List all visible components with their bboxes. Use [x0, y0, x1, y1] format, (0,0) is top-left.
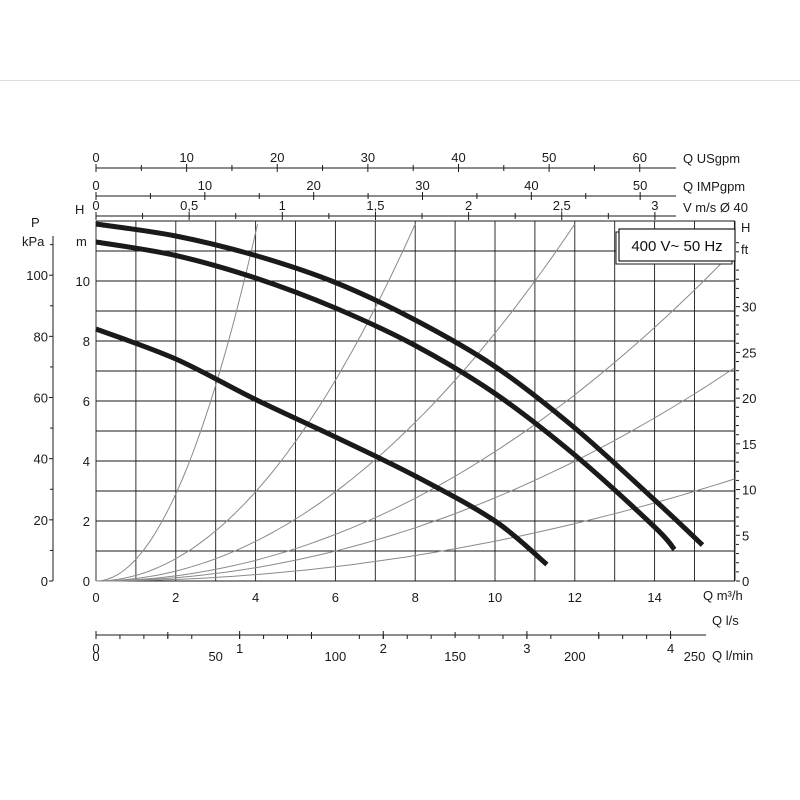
x-tick-label: 14: [647, 590, 661, 605]
ft-tick-label: 5: [742, 528, 749, 543]
kpa-tick-label: 80: [34, 329, 48, 344]
pump-curve: [95, 239, 677, 552]
ft-tick-label: 0: [742, 574, 749, 589]
velocity-tick-label: 3: [651, 198, 658, 213]
x-tick-label: 6: [332, 590, 339, 605]
x-tick-label: 12: [568, 590, 582, 605]
ft-tick-label: 30: [742, 300, 756, 315]
ls-tick-label: 3: [523, 641, 530, 656]
lmin-tick-label: 0: [92, 649, 99, 664]
kpa-tick-label: 20: [34, 513, 48, 528]
velocity-tick-label: 0,5: [180, 198, 198, 213]
ls-tick-label: 2: [380, 641, 387, 656]
lmin-tick-label: 150: [444, 649, 466, 664]
pump-curve: [95, 326, 549, 567]
velocity-tick-label: 2,5: [553, 198, 571, 213]
usgpm-tick-label: 0: [92, 150, 99, 165]
frequency-badge: 400 V~ 50 Hz: [615, 228, 736, 265]
y-tick-label: 10: [76, 274, 90, 289]
kpa-axis-label-top: P: [31, 215, 40, 230]
system-curve: [95, 367, 735, 582]
y-tick-label: 2: [83, 514, 90, 529]
velocity-axis-label: V m/s Ø 40: [683, 200, 748, 215]
lmin-tick-label: 50: [208, 649, 222, 664]
system-curve: [95, 223, 416, 582]
velocity-tick-label: 1: [279, 198, 286, 213]
velocity-tick-label: 2: [465, 198, 472, 213]
y-axis-unit: m: [76, 234, 87, 249]
kpa-tick-label: 60: [34, 391, 48, 406]
impgpm-tick-label: 50: [633, 178, 647, 193]
x-tick-label: 0: [92, 590, 99, 605]
velocity-tick-label: 1,5: [366, 198, 384, 213]
ft-tick-label: 10: [742, 483, 756, 498]
usgpm-tick-label: 50: [542, 150, 556, 165]
impgpm-tick-label: 0: [92, 178, 99, 193]
grid: [95, 220, 736, 582]
velocity-tick-label: 0: [92, 198, 99, 213]
usgpm-axis-label: Q USgpm: [683, 151, 740, 166]
x-tick-label: 8: [412, 590, 419, 605]
system-curve: [95, 253, 731, 582]
ft-axis-label-top: H: [741, 220, 750, 235]
usgpm-tick-label: 10: [179, 150, 193, 165]
impgpm-axis-label: Q IMPgpm: [683, 179, 745, 194]
kpa-tick-label: 100: [26, 268, 48, 283]
ls-axis-label: Q l/s: [712, 613, 739, 628]
axes: 0 2 4 6 8 10 12 1402468100204060801000510152025…: [26, 150, 756, 664]
ft-tick-label: 20: [742, 391, 756, 406]
badge-label: 400 V~ 50 Hz: [631, 238, 722, 255]
ls-tick-label: 0: [92, 641, 99, 656]
ft-tick-label: 15: [742, 437, 756, 452]
y-tick-label: 4: [83, 454, 90, 469]
lmin-axis-label: Q l/min: [712, 648, 753, 663]
lmin-tick-label: 250: [684, 649, 706, 664]
ls-tick-label: 1: [236, 641, 243, 656]
kpa-tick-label: 40: [34, 452, 48, 467]
usgpm-tick-label: 20: [270, 150, 284, 165]
ft-tick-label: 25: [742, 345, 756, 360]
ft-axis-unit: ft: [741, 242, 749, 257]
system-curves: [95, 223, 735, 582]
x-tick-label: 10: [488, 590, 502, 605]
top-divider: [0, 80, 800, 81]
impgpm-tick-label: 10: [198, 178, 212, 193]
pump-curve: [95, 221, 705, 547]
usgpm-tick-label: 40: [451, 150, 465, 165]
system-curve: [95, 223, 259, 582]
y-tick-label: 0: [83, 574, 90, 589]
y-tick-label: 6: [83, 394, 90, 409]
lmin-tick-label: 100: [325, 649, 347, 664]
kpa-axis-unit: kPa: [22, 234, 45, 249]
y-axis-label-top: H: [75, 202, 84, 217]
usgpm-tick-label: 30: [361, 150, 375, 165]
impgpm-tick-label: 30: [415, 178, 429, 193]
y-tick-label: 8: [83, 334, 90, 349]
x-tick-label: 2: [172, 590, 179, 605]
pump-curves: [95, 221, 705, 567]
x-tick-label: 4: [252, 590, 259, 605]
kpa-tick-label: 0: [41, 574, 48, 589]
usgpm-tick-label: 60: [632, 150, 646, 165]
impgpm-tick-label: 40: [524, 178, 538, 193]
system-curve: [96, 478, 735, 582]
impgpm-tick-label: 20: [306, 178, 320, 193]
system-curve: [95, 223, 576, 582]
x-axis-label: Q m³/h: [703, 588, 743, 603]
ls-tick-label: 4: [667, 641, 674, 656]
lmin-tick-label: 200: [564, 649, 586, 664]
